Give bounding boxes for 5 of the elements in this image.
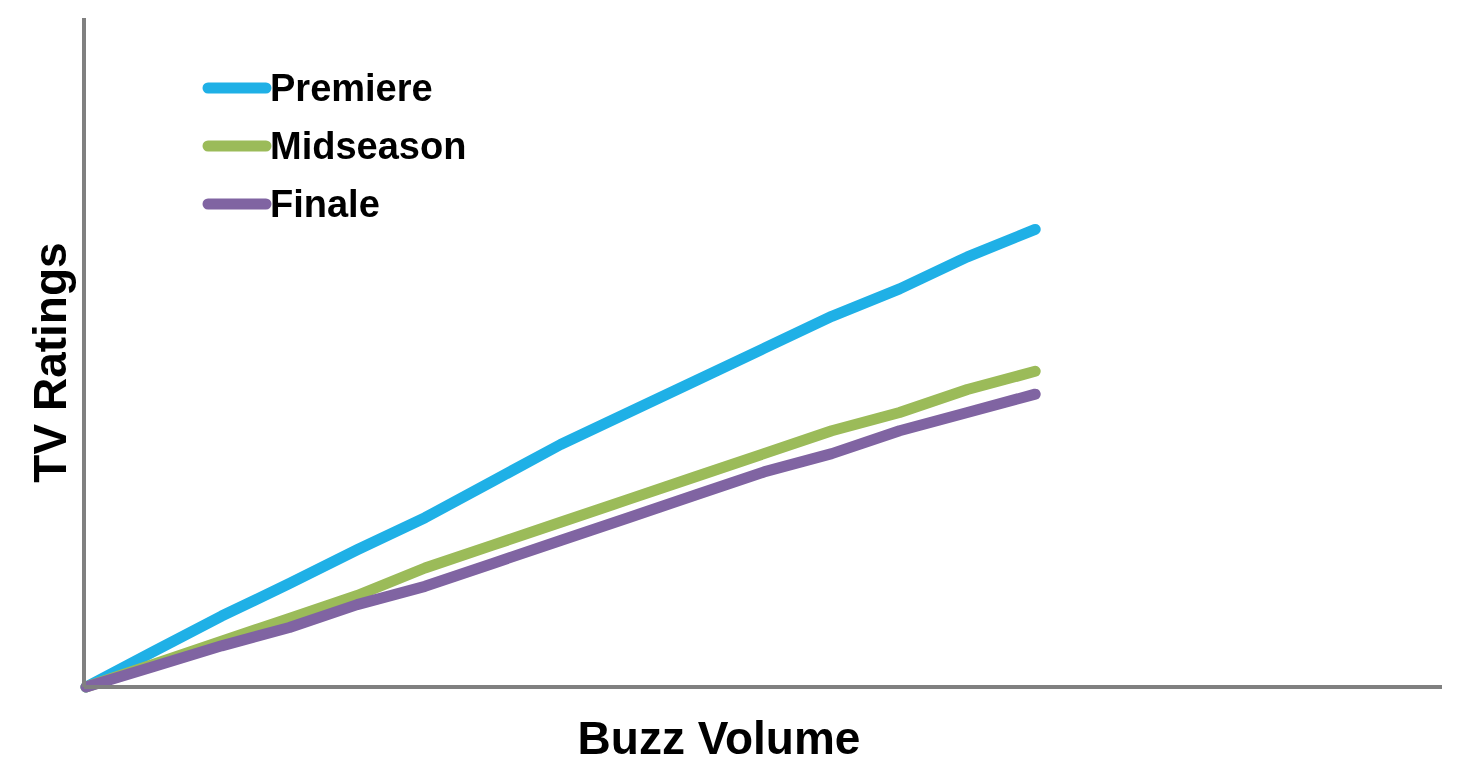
legend-label: Finale [270, 183, 380, 225]
legend-label: Premiere [270, 67, 433, 109]
legend-label: Midseason [270, 125, 467, 167]
x-axis-title: Buzz Volume [577, 712, 861, 764]
y-axis-title: TV Ratings [24, 242, 76, 483]
